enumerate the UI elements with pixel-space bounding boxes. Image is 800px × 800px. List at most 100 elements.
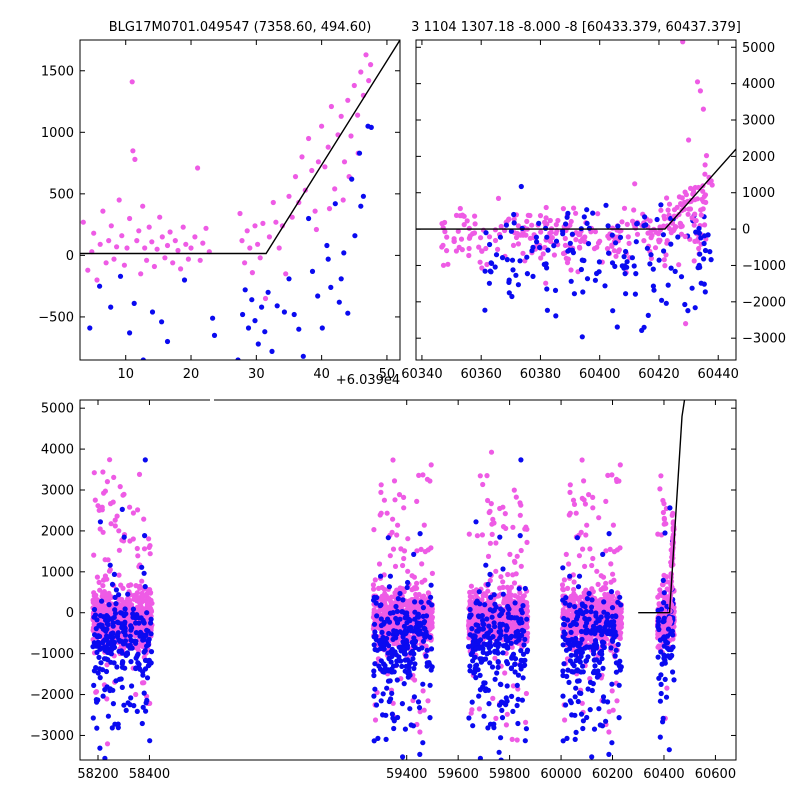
data-point-blue xyxy=(564,617,571,623)
data-point-blue xyxy=(499,255,506,261)
data-point-blue xyxy=(510,267,516,273)
data-point-magenta xyxy=(692,217,698,223)
y-tick-label: 4000 xyxy=(742,77,775,92)
data-point-blue xyxy=(512,615,518,621)
data-point-magenta xyxy=(493,715,499,722)
data-point-blue xyxy=(496,629,502,635)
x-tick-label: 60360 xyxy=(461,367,502,382)
data-point-blue xyxy=(491,725,497,731)
data-point-magenta xyxy=(632,181,638,187)
data-point-blue xyxy=(603,718,609,724)
data-point-blue xyxy=(492,676,498,682)
data-point-magenta xyxy=(493,540,499,546)
data-point-blue xyxy=(508,228,514,234)
data-point-magenta xyxy=(485,497,491,504)
data-point-blue xyxy=(641,324,647,330)
data-point-blue xyxy=(324,242,330,249)
data-point-magenta xyxy=(524,539,530,546)
data-point-magenta xyxy=(192,234,198,240)
data-point-blue xyxy=(148,616,154,622)
data-point-blue xyxy=(697,251,703,257)
data-point-magenta xyxy=(378,510,384,516)
data-point-blue xyxy=(692,305,698,311)
data-point-blue xyxy=(484,651,490,657)
data-point-blue xyxy=(564,735,570,742)
panel-0-clipped-marks xyxy=(80,40,400,360)
data-point-magenta xyxy=(467,589,473,596)
data-point-magenta xyxy=(487,508,493,514)
data-point-blue xyxy=(391,725,397,732)
data-point-blue xyxy=(476,693,482,699)
data-point-blue xyxy=(115,725,121,731)
data-point-magenta xyxy=(661,257,667,263)
data-point-magenta xyxy=(488,449,495,455)
data-point-magenta xyxy=(583,532,589,538)
data-point-blue xyxy=(584,276,591,282)
data-point-blue xyxy=(136,615,142,621)
data-point-blue xyxy=(104,637,110,643)
data-point-blue xyxy=(489,664,496,670)
data-point-blue xyxy=(701,240,707,247)
data-point-magenta xyxy=(582,501,589,507)
data-point-magenta xyxy=(414,592,420,598)
data-point-blue xyxy=(91,606,98,613)
data-point-magenta xyxy=(428,610,434,616)
data-point-magenta xyxy=(183,241,189,247)
data-point-blue xyxy=(341,250,347,256)
data-point-blue xyxy=(666,747,672,753)
data-point-magenta xyxy=(114,244,120,250)
data-point-magenta xyxy=(121,262,127,268)
data-point-blue xyxy=(147,738,153,744)
data-point-magenta xyxy=(326,206,333,212)
data-point-blue xyxy=(485,687,491,693)
data-point-magenta xyxy=(657,486,663,492)
data-point-blue xyxy=(616,682,622,688)
data-point-magenta xyxy=(405,568,411,574)
data-point-magenta xyxy=(372,577,378,583)
data-point-magenta xyxy=(319,123,325,129)
data-point-blue xyxy=(113,601,119,607)
data-point-blue xyxy=(402,615,408,621)
data-point-blue xyxy=(119,506,125,512)
data-point-blue xyxy=(141,570,147,576)
data-point-magenta xyxy=(581,478,587,484)
data-point-blue xyxy=(404,584,410,591)
data-point-blue xyxy=(522,657,528,663)
data-point-blue xyxy=(589,754,595,760)
data-point-blue xyxy=(492,264,498,270)
data-point-blue xyxy=(262,329,268,335)
data-point-magenta xyxy=(700,188,706,194)
data-point-blue xyxy=(373,702,380,708)
data-point-magenta xyxy=(679,195,685,201)
data-point-blue xyxy=(352,233,358,239)
data-point-magenta xyxy=(178,266,184,272)
data-point-magenta xyxy=(666,201,673,207)
data-point-blue xyxy=(563,595,569,601)
data-point-blue xyxy=(581,214,587,220)
data-point-magenta xyxy=(188,245,194,251)
data-point-magenta xyxy=(655,644,661,650)
data-point-blue xyxy=(569,621,576,627)
data-point-magenta xyxy=(483,245,489,252)
data-point-blue xyxy=(141,636,147,643)
data-point-blue xyxy=(486,280,492,286)
data-point-magenta xyxy=(325,144,331,150)
data-point-blue xyxy=(586,629,592,635)
data-point-blue xyxy=(111,571,117,578)
data-point-magenta xyxy=(657,227,664,233)
data-point-blue xyxy=(565,667,571,673)
data-point-magenta xyxy=(299,154,305,160)
data-point-magenta xyxy=(631,207,637,213)
data-point-magenta xyxy=(394,532,400,538)
data-point-blue xyxy=(143,700,149,706)
data-point-blue xyxy=(110,623,116,629)
data-point-magenta xyxy=(414,548,420,554)
data-point-blue xyxy=(488,260,494,266)
data-point-blue xyxy=(589,604,595,610)
data-point-blue xyxy=(654,216,660,223)
data-point-magenta xyxy=(688,185,694,191)
data-point-blue xyxy=(498,735,504,741)
data-point-magenta xyxy=(468,583,474,589)
data-point-blue xyxy=(474,598,480,604)
data-point-blue xyxy=(390,610,396,616)
